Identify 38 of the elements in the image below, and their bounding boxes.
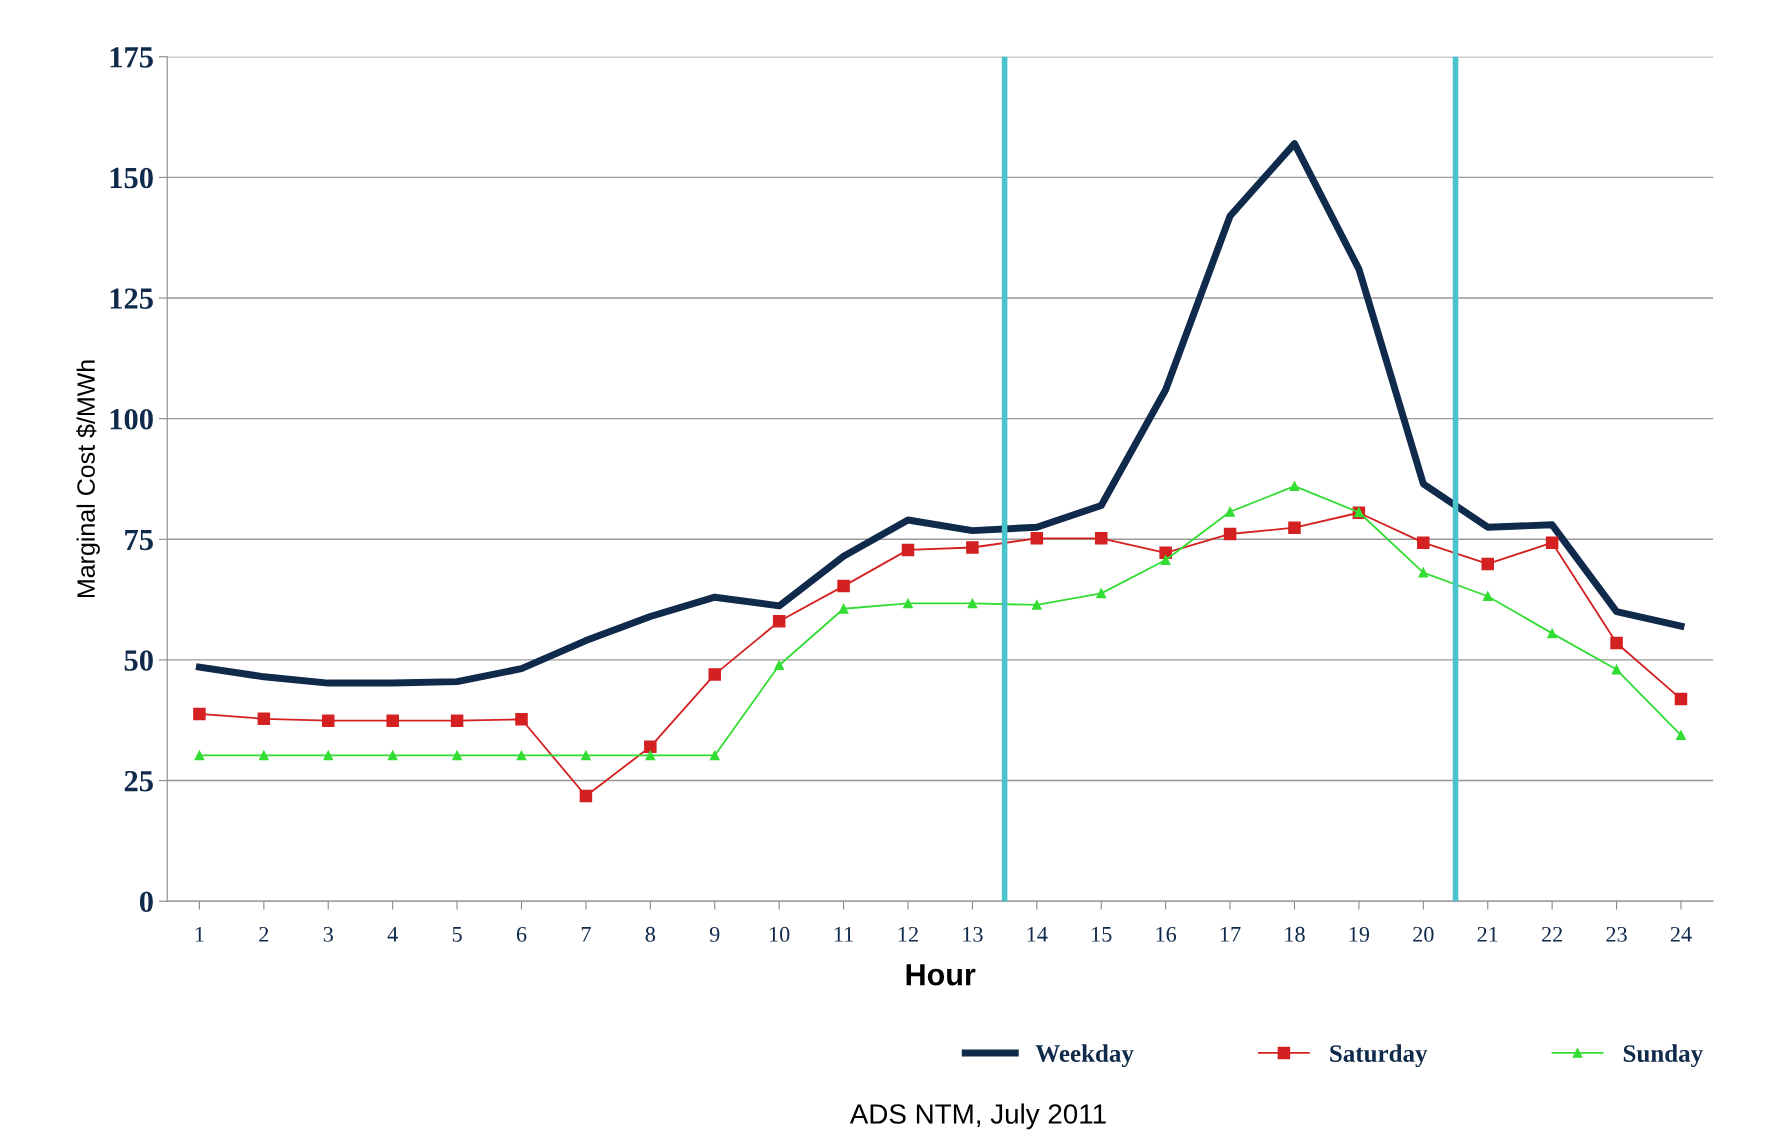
x-tick-label: 9 — [709, 926, 720, 942]
x-tick-label: 14 — [1027, 926, 1048, 942]
x-tick-label: 23 — [1606, 926, 1627, 942]
x-tick-label: 4 — [387, 926, 398, 942]
y-tick-label: 0 — [139, 891, 153, 913]
x-tick-label: 10 — [770, 926, 790, 942]
x-tick-label: 12 — [898, 926, 918, 942]
y-tick-label: 75 — [125, 529, 153, 551]
x-tick-label: 3 — [323, 926, 333, 942]
x-tick-label: 16 — [1156, 926, 1177, 942]
x-tick-label: 1 — [195, 926, 204, 942]
y-tick-label: 125 — [110, 288, 153, 309]
x-tick-label: 22 — [1542, 926, 1563, 942]
y-tick-label: 100 — [110, 408, 153, 430]
x-tick-label: 6 — [516, 926, 527, 942]
x-tick-label: 15 — [1092, 926, 1112, 942]
x-tick-label: 5 — [452, 927, 462, 942]
x-tick-label: 17 — [1220, 926, 1241, 942]
x-tick-label: 2 — [259, 926, 269, 942]
x-tick-label: 13 — [963, 926, 983, 942]
y-tick-label: 175 — [110, 47, 153, 68]
y-tick-label: 25 — [124, 770, 153, 792]
x-tick-label: 11 — [834, 926, 853, 942]
x-tick-label: 19 — [1349, 926, 1370, 942]
legend-label: Saturday — [1330, 1044, 1428, 1068]
y-tick-label: 150 — [110, 167, 153, 189]
x-tick-label: 21 — [1477, 926, 1498, 942]
x-tick-label: 18 — [1285, 926, 1305, 942]
x-tick-label: 24 — [1670, 926, 1692, 942]
x-tick-label: 7 — [581, 927, 591, 942]
x-tick-label: 20 — [1413, 926, 1434, 942]
text: ADS NTM, July 2011 — [849, 1103, 1106, 1130]
legend-label: Sunday — [1623, 1044, 1703, 1068]
y-tick-label: 50 — [124, 650, 153, 671]
y-axis-title: Marginal Cost $/MWh — [76, 360, 100, 598]
legend-label: Weekday — [1035, 1044, 1134, 1068]
x-axis-title: Hour — [906, 964, 976, 986]
x-tick-label: 8 — [645, 926, 656, 942]
